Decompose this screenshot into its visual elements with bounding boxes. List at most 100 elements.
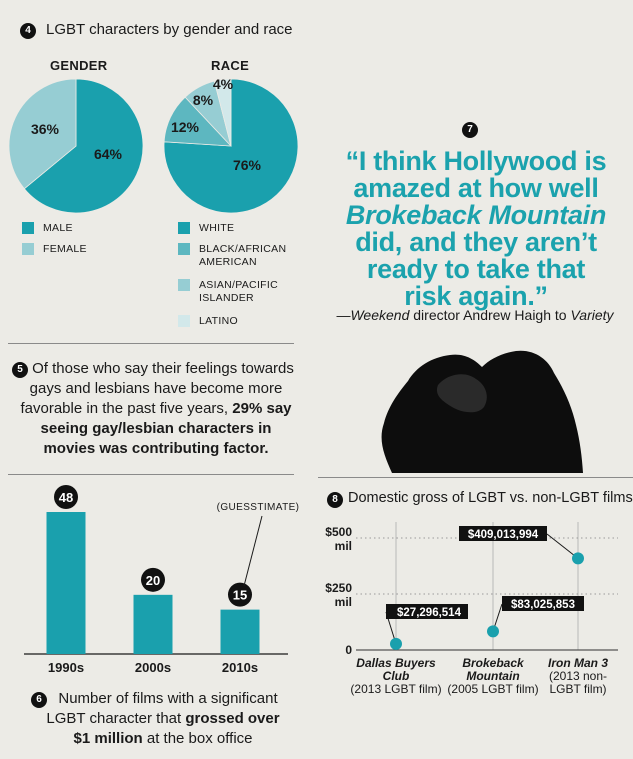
pie-slice-white [163, 78, 299, 214]
data-point [487, 625, 499, 638]
attr-weekend: Weekend [350, 307, 410, 323]
legend-female: FEMALE [22, 243, 87, 256]
pie-slice-latino [213, 78, 232, 147]
gender-heading: GENDER [50, 58, 108, 73]
x-category-subtitle: (2005 LGBT film) [447, 682, 538, 696]
quote-line: risk again.” [404, 281, 548, 311]
attr-mid: director Andrew Haigh to [409, 307, 571, 323]
bar-value-badge [141, 567, 165, 592]
pie-value-label: 64% [94, 146, 123, 162]
x-category-subtitle: (2013 LGBT film) [350, 682, 441, 696]
bar-category-label: 1990s [48, 660, 84, 675]
attr-variety: Variety [570, 307, 614, 323]
bar-value-label: 20 [146, 573, 160, 588]
legend-swatch [22, 243, 34, 255]
quote-line: did, and they aren’t [355, 227, 597, 257]
divider [318, 477, 633, 478]
point-value-label: $27,296,514 [397, 607, 462, 619]
section-4-title: LGBT characters by gender and race [46, 21, 293, 38]
bar-2000s [133, 594, 173, 654]
annotation-leader-line [243, 515, 263, 587]
section-4-badge: 4 [20, 23, 36, 39]
x-category-name: Brokeback [462, 656, 525, 670]
legend-swatch [22, 222, 34, 234]
legend-swatch [178, 243, 190, 255]
films-bar-chart: 48 1990s 20 2000s 15 2010s (GUESSTIMATE) [24, 485, 300, 675]
pie-slice-male [23, 78, 144, 214]
bar-2010s [220, 609, 260, 654]
section-6-bold: grossed over $1 million [73, 710, 280, 747]
legend-label: MALE [43, 222, 73, 234]
callout-leader [546, 533, 579, 559]
section-6-badge: 6 [31, 692, 47, 708]
pie-value-label: 76% [233, 157, 262, 173]
race-heading: RACE [211, 58, 250, 73]
quote-attribution: —Weekend director Andrew Haigh to Variet… [330, 306, 620, 325]
section-5-bold: 29% say seeing gay/lesbian characters in… [40, 400, 292, 457]
callout-box [502, 596, 584, 611]
point-value-label: $409,013,994 [468, 529, 539, 541]
data-point [390, 637, 402, 650]
quote-line: “I think Hollywood is [345, 146, 607, 176]
section-8-badge: 8 [327, 492, 343, 508]
section-6-end: at the box office [146, 730, 253, 747]
guesstimate-annotation: (GUESSTIMATE) [217, 502, 300, 513]
legend-label: BLACK/AFRICAN AMERICAN [199, 243, 287, 268]
legend-label: ASIAN/PACIFIC ISLANDER [199, 279, 278, 304]
pie-value-label: 12% [171, 119, 200, 135]
silhouette-shapes [381, 350, 583, 473]
pie-value-label: 4% [213, 78, 234, 92]
pie-value-label: 8% [193, 92, 214, 108]
pie-slice-female [8, 78, 77, 190]
x-category-name: Club [383, 669, 410, 683]
quote-film-title: Brokeback Mountain [345, 200, 607, 230]
legend-label: LATINO [199, 315, 238, 327]
attr-dash: — [336, 307, 351, 323]
bar-value-badge [228, 582, 252, 607]
point-value-label: $83,025,853 [511, 599, 575, 611]
legend-swatch [178, 315, 190, 327]
y-tick-unit: mil [335, 539, 352, 553]
divider [8, 474, 294, 475]
legend-swatch [178, 279, 190, 291]
legend-black: BLACK/AFRICAN AMERICAN [178, 243, 298, 269]
pull-quote: “I think Hollywood is amazed at how well… [318, 148, 633, 310]
x-category-name: Dallas Buyers [356, 656, 436, 670]
section-5-badge: 5 [12, 362, 28, 378]
divider [8, 343, 294, 344]
x-category-subtitle: LGBT film) [549, 682, 606, 696]
bar-1990s [46, 512, 86, 654]
y-tick-label: $500 [325, 525, 352, 539]
y-tick-label: 0 [345, 643, 352, 657]
section-5-plain: Of those who say their feelings towards … [20, 360, 294, 417]
bar-category-label: 2010s [222, 660, 258, 675]
quote-line: ready to take that [366, 254, 586, 284]
data-point [572, 552, 584, 565]
gross-scatter-chart: $500mil$250mil0$27,296,514$83,025,853$40… [325, 522, 618, 696]
couple-silhouette-illustration [381, 350, 583, 473]
x-category-name: Iron Man 3 [548, 656, 608, 670]
x-category-subtitle: (2013 non- [549, 669, 607, 683]
legend-white: WHITE [178, 222, 234, 235]
callout-box [386, 604, 468, 619]
section-5-text: Of those who say their feelings towards … [18, 359, 294, 459]
callout-box [459, 526, 547, 541]
bar-category-label: 2000s [135, 660, 171, 675]
legend-male: MALE [22, 222, 73, 235]
section-8-title: Domestic gross of LGBT vs. non-LGBT film… [348, 490, 633, 506]
legend-swatch [178, 222, 190, 234]
x-category-name: Mountain [466, 669, 519, 683]
y-tick-label: $250 [325, 581, 352, 595]
gender-pie-chart: 64% 36% [8, 78, 144, 214]
legend-label: FEMALE [43, 243, 87, 255]
bar-value-label: 15 [233, 588, 247, 603]
quote-line: amazed at how well [353, 173, 599, 203]
section-7-badge: 7 [462, 122, 478, 138]
bar-value-badge [54, 485, 78, 509]
y-tick-unit: mil [335, 595, 352, 609]
race-pie-chart: 76% 12% 8%4% [163, 78, 299, 214]
pie-value-label: 36% [31, 121, 60, 137]
section-6-caption: Number of films with a significant LGBT … [40, 689, 286, 749]
bar-value-label: 48 [59, 490, 73, 505]
legend-label: WHITE [199, 222, 235, 234]
